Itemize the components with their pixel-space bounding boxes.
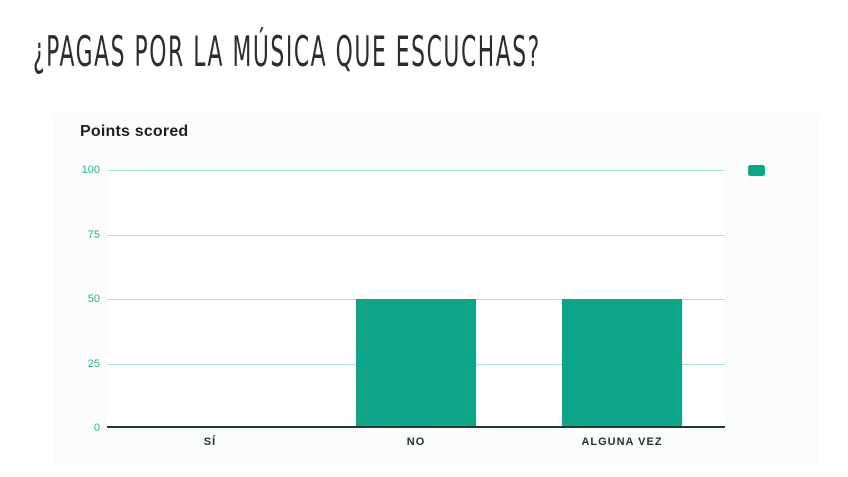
bar-no <box>356 299 476 428</box>
gridline-100 <box>107 170 725 171</box>
x-axis-baseline <box>107 426 725 428</box>
chart-title: Points scored <box>80 123 189 140</box>
x-axis-label-no: NO <box>406 436 426 448</box>
y-tick-label-50: 50 <box>87 293 100 305</box>
chart-card[interactable]: Points scored 0 25 50 75 100 SÍ NO ALGUNA VEZ <box>54 113 818 465</box>
page-title-text: ¿PAGAS POR LA MÚSICA QUE ESCUCHAS? <box>33 27 541 76</box>
y-tick-label-75: 75 <box>87 228 100 241</box>
x-axis-label-si: SÍ <box>203 436 217 448</box>
gridline-75 <box>107 234 725 236</box>
legend-swatch <box>748 165 765 176</box>
x-axis-label-alguna-vez: ALGUNA VEZ <box>581 436 663 448</box>
y-tick-label-0: 0 <box>93 422 100 434</box>
plot-area: 0 25 50 75 100 SÍ NO ALGUNA VEZ <box>82 164 725 448</box>
page-title: ¿PAGAS POR LA MÚSICA QUE ESCUCHAS? <box>33 27 848 76</box>
bar-alguna-vez <box>562 299 682 428</box>
y-tick-label-25: 25 <box>87 357 100 370</box>
y-tick-label-100: 100 <box>81 164 100 176</box>
